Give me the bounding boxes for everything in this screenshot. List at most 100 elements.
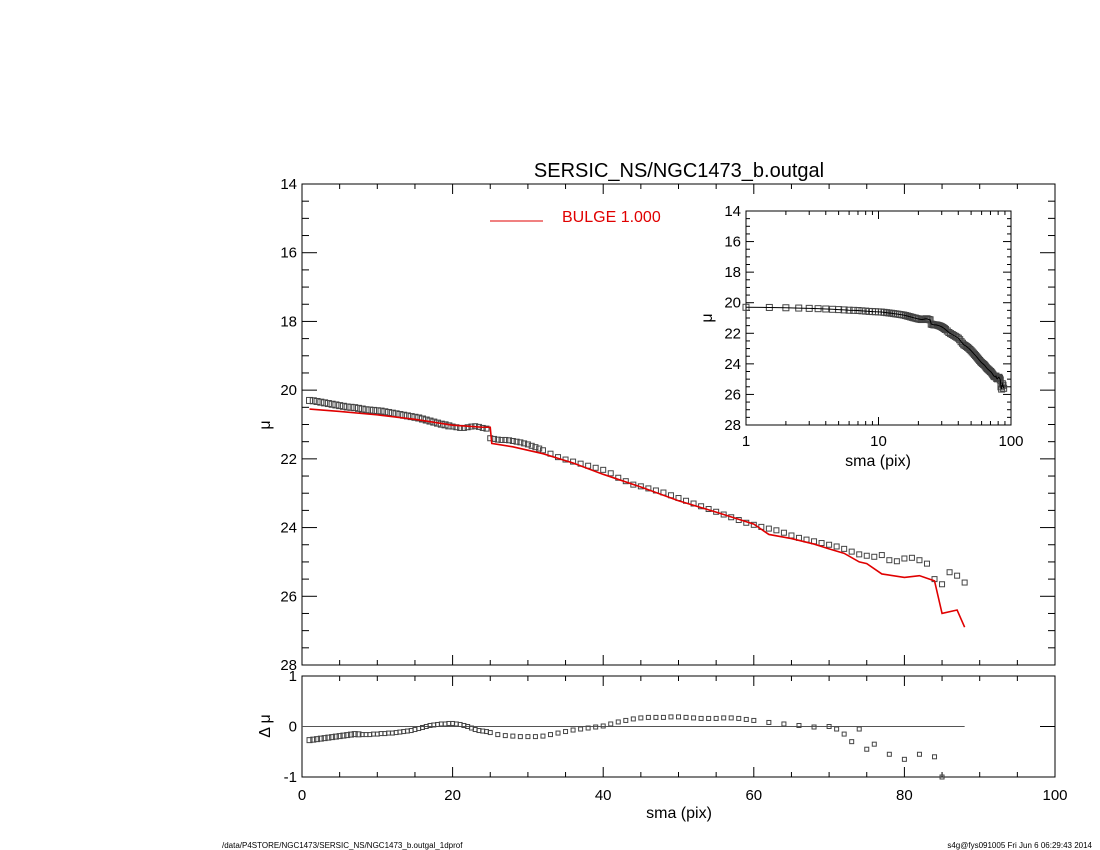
footer-timestamp: s4g@fys091005 Fri Jun 6 06:29:43 2014 [947, 841, 1092, 850]
main-data-point [306, 396, 314, 404]
main-panel: SERSIC_NS/NGC1473_b.outgal 14 16 18 20 22 24 2… [257, 160, 1056, 674]
main-data-point [506, 437, 513, 444]
residual-data-point [585, 725, 591, 731]
residual-data-point [916, 751, 922, 757]
residual-data-point [314, 736, 321, 743]
residual-data-point [811, 724, 817, 730]
residual-data-point [517, 734, 523, 740]
residual-data-point [600, 723, 606, 729]
main-data-point [539, 447, 546, 454]
main-data-point [313, 397, 321, 405]
residual-data-point [834, 726, 840, 732]
x-tick-label: 0 [298, 787, 306, 804]
main-data-point [377, 407, 385, 415]
residual-data-point [570, 727, 576, 733]
residual-data-point [615, 719, 621, 725]
residual-data-point [698, 715, 704, 721]
residual-data-point [321, 735, 328, 742]
residual-data-point [743, 716, 749, 722]
residual-data-point [355, 731, 362, 738]
residual-data-point [826, 724, 832, 729]
residual-data-point [856, 726, 862, 732]
legend: BULGE 1.000 [490, 209, 661, 226]
residual-y-tick-label: -1 [284, 769, 297, 786]
main-data-point [893, 558, 900, 565]
main-data-point [373, 407, 381, 415]
main-data-point [878, 552, 885, 559]
residual-data-point [623, 717, 629, 723]
main-data-point [309, 397, 317, 405]
main-data-point [415, 414, 423, 422]
main-data-point [607, 470, 614, 477]
main-data-point [354, 404, 362, 412]
inset-data-point [1000, 384, 1008, 392]
residual-data-point [849, 739, 855, 745]
main-data-point [317, 398, 325, 406]
main-data-point [916, 557, 923, 564]
inset-plot-frame [745, 210, 1012, 426]
main-data-point [592, 464, 599, 471]
x-tick-label: 20 [444, 787, 461, 804]
main-data-point [498, 436, 505, 443]
footer-file-path: /data/P4STORE/NGC1473/SERSIC_NS/NGC1473_… [222, 841, 463, 850]
residual-data-point [691, 715, 697, 721]
x-axis-label: sma (pix) [646, 805, 712, 822]
main-y-tick-label: 18 [280, 313, 297, 330]
inset-y-tick-label: 20 [724, 295, 741, 312]
main-y-tick-label: 24 [280, 520, 297, 537]
main-data-point [939, 581, 946, 588]
inset-y-tick-label: 14 [724, 203, 741, 220]
main-data-point [449, 423, 456, 430]
main-data-point [954, 572, 961, 579]
inset-x-tick-label: 100 [998, 433, 1023, 450]
main-y-tick-label: 28 [280, 657, 297, 674]
main-data-point [418, 415, 426, 423]
main-data-point [521, 440, 528, 447]
main-data-point [324, 400, 332, 408]
residual-y-tick-label: 1 [289, 668, 297, 685]
residual-data-point [638, 715, 644, 721]
main-data-point [923, 560, 930, 567]
main-data-point [332, 401, 340, 409]
main-data-point [765, 525, 772, 532]
inset-profile-line [745, 306, 1005, 390]
main-data-point [833, 543, 840, 550]
main-data-point [328, 400, 336, 408]
main-data-point [908, 554, 915, 561]
x-tick-label: 60 [745, 787, 762, 804]
residual-data-point [347, 731, 354, 738]
residual-data-point [332, 733, 339, 740]
residual-data-points [306, 714, 945, 780]
residual-data-point [502, 733, 508, 739]
residual-data-point [713, 715, 719, 721]
residual-data-point [781, 721, 787, 727]
inset-axis-ticks: 1 10 100 14 16 18 20 22 24 26 28 [724, 203, 1023, 450]
main-data-points [306, 396, 968, 588]
residual-data-point [525, 734, 531, 740]
main-data-point [818, 540, 825, 547]
residual-data-point [578, 726, 584, 732]
residual-data-point [676, 714, 681, 720]
residual-data-point [736, 715, 742, 721]
inset-y-tick-label: 22 [724, 325, 741, 342]
inset-y-tick-label: 18 [724, 264, 741, 281]
residual-data-point [886, 751, 892, 757]
main-data-point [362, 406, 370, 414]
main-y-tick-label: 22 [280, 451, 297, 468]
residual-data-point [495, 732, 501, 738]
bulge-line-path [309, 408, 966, 628]
main-y-tick-label: 26 [280, 588, 297, 605]
residual-data-point [555, 730, 561, 736]
residual-data-point [340, 732, 347, 739]
main-data-point [536, 445, 543, 452]
residual-data-point [721, 715, 727, 721]
main-y-tick-label: 14 [280, 176, 297, 193]
residual-data-point [932, 754, 938, 760]
residual-data-point [547, 732, 553, 738]
residual-data-point [487, 730, 493, 736]
residual-data-point [336, 733, 343, 740]
main-data-point [483, 425, 490, 432]
main-data-point [502, 436, 509, 443]
residual-data-point [630, 716, 636, 722]
